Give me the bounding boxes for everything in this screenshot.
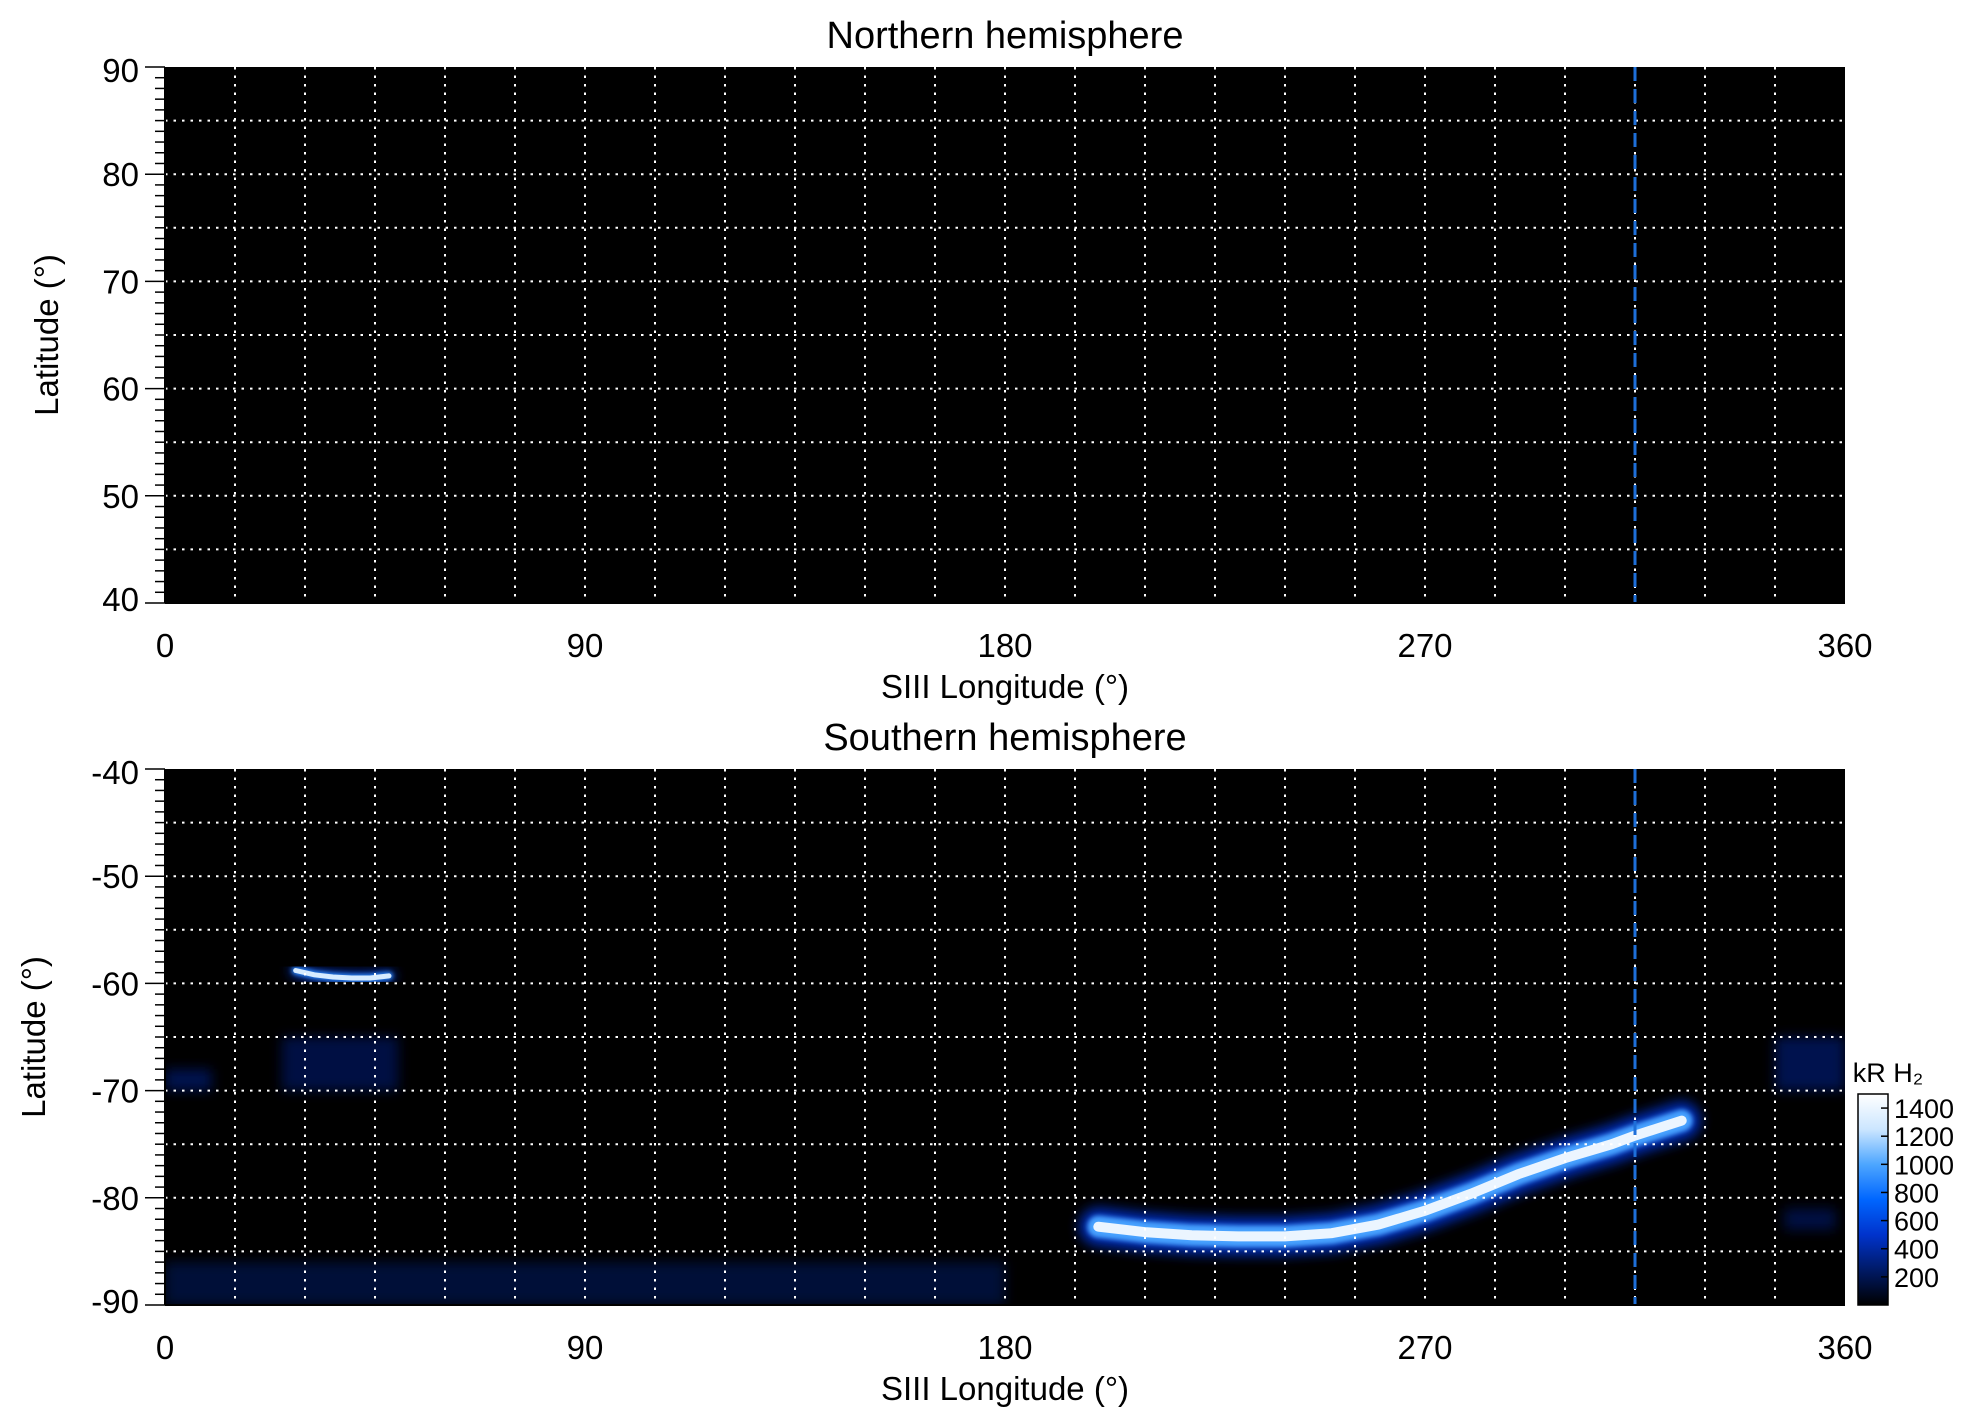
x-tick-label: 360: [1817, 1329, 1872, 1366]
x-tick-label: 180: [977, 627, 1032, 664]
diffuse-emission: [165, 1262, 1005, 1305]
emission-spot: [293, 968, 392, 981]
y-axis-label: Latitude (°): [15, 956, 52, 1118]
colorbar-tick-label: 1400: [1894, 1094, 1954, 1124]
diffuse-emission: [165, 1069, 212, 1091]
diffuse-emission: [281, 1037, 399, 1091]
x-tick-label: 90: [567, 627, 604, 664]
x-tick-label: 0: [156, 627, 174, 664]
x-tick-label: 270: [1397, 627, 1452, 664]
x-tick-label: 0: [156, 1329, 174, 1366]
y-tick-label: -90: [91, 1283, 139, 1320]
colorbar-gradient: [1857, 1093, 1889, 1306]
colorbar-tick-label: 1000: [1894, 1150, 1954, 1180]
y-tick-label: 50: [102, 478, 139, 515]
y-tick-label: 60: [102, 371, 139, 408]
y-tick-label: -40: [91, 754, 139, 791]
x-axis-label: SIII Longitude (°): [881, 668, 1129, 705]
y-tick-label: -80: [91, 1180, 139, 1217]
plot-area: [165, 769, 1845, 1305]
y-axis-label: Latitude (°): [28, 254, 65, 416]
y-tick-label: 40: [102, 581, 139, 618]
diffuse-emission: [1784, 1208, 1836, 1230]
colorbar-tick-label: 400: [1894, 1235, 1939, 1265]
y-tick-label: 80: [102, 156, 139, 193]
x-axis-label: SIII Longitude (°): [881, 1370, 1129, 1407]
x-tick-label: 360: [1817, 627, 1872, 664]
panel-southern: Southern hemisphere -90 -80 -70 -60 -50 -40 0…: [15, 717, 1873, 1407]
colorbar-tick-label: 1200: [1894, 1122, 1954, 1152]
x-tick-label: 90: [567, 1329, 604, 1366]
panel-title: Southern hemisphere: [823, 717, 1186, 759]
x-tick-label: 180: [977, 1329, 1032, 1366]
y-tick-label: -60: [91, 965, 139, 1002]
colorbar-tick-label: 200: [1894, 1263, 1939, 1293]
colorbar-tick-label: 800: [1894, 1178, 1939, 1208]
main-oval-arc: [1093, 1115, 1687, 1242]
x-axis: 0 90 180 270 360: [156, 602, 1873, 664]
y-axis: -90 -80 -70 -60 -50 -40: [91, 754, 166, 1320]
colorbar-label: kR H₂: [1853, 1058, 1923, 1088]
panel-northern: Northern hemisphere 40 50 60 70 80 90 0 90 180 2…: [28, 15, 1873, 705]
x-tick-label: 270: [1397, 1329, 1452, 1366]
plot-area: [165, 67, 1845, 603]
y-tick-label: -70: [91, 1073, 139, 1110]
colorbar-tick-label: 600: [1894, 1207, 1939, 1237]
panel-title: Northern hemisphere: [827, 15, 1184, 57]
x-axis: 0 90 180 270 360: [156, 1304, 1873, 1366]
y-tick-label: 70: [102, 263, 139, 300]
y-axis: 40 50 60 70 80 90: [102, 52, 166, 618]
y-tick-label: -50: [91, 858, 139, 895]
diffuse-emission: [1775, 1037, 1845, 1091]
y-tick-label: 90: [102, 52, 139, 89]
